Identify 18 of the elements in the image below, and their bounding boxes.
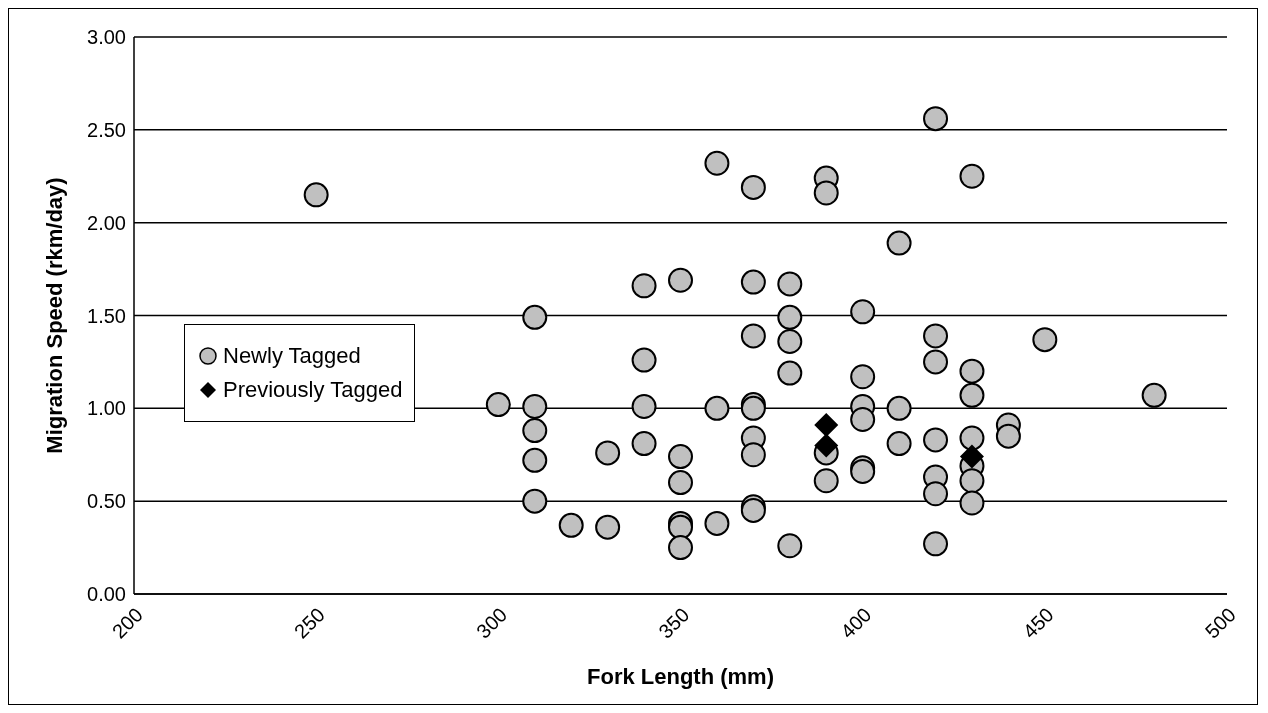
x-tick-label: 400 [836, 603, 876, 643]
y-tick-label: 3.00 [87, 26, 126, 49]
y-tick-label: 1.00 [87, 397, 126, 420]
y-tick-label: 0.00 [87, 583, 126, 606]
y-tick-label: 2.50 [87, 118, 126, 141]
x-axis-title: Fork Length (mm) [587, 664, 774, 689]
y-tick-label: 2.00 [87, 211, 126, 234]
x-tick-label: 300 [472, 603, 512, 643]
x-tick-label: 200 [107, 603, 147, 643]
legend-label: Previously Tagged [223, 377, 403, 403]
y-tick-label: 1.50 [87, 304, 126, 327]
legend-label: Newly Tagged [223, 343, 361, 369]
y-tick-label: 0.50 [87, 490, 126, 513]
x-tick-label: 450 [1018, 603, 1058, 643]
x-tick-label: 500 [1200, 603, 1240, 643]
y-axis-title: Migration Speed (rkm/day) [41, 177, 67, 454]
x-tick-label: 350 [654, 603, 694, 643]
x-tick-label: 250 [289, 603, 330, 643]
